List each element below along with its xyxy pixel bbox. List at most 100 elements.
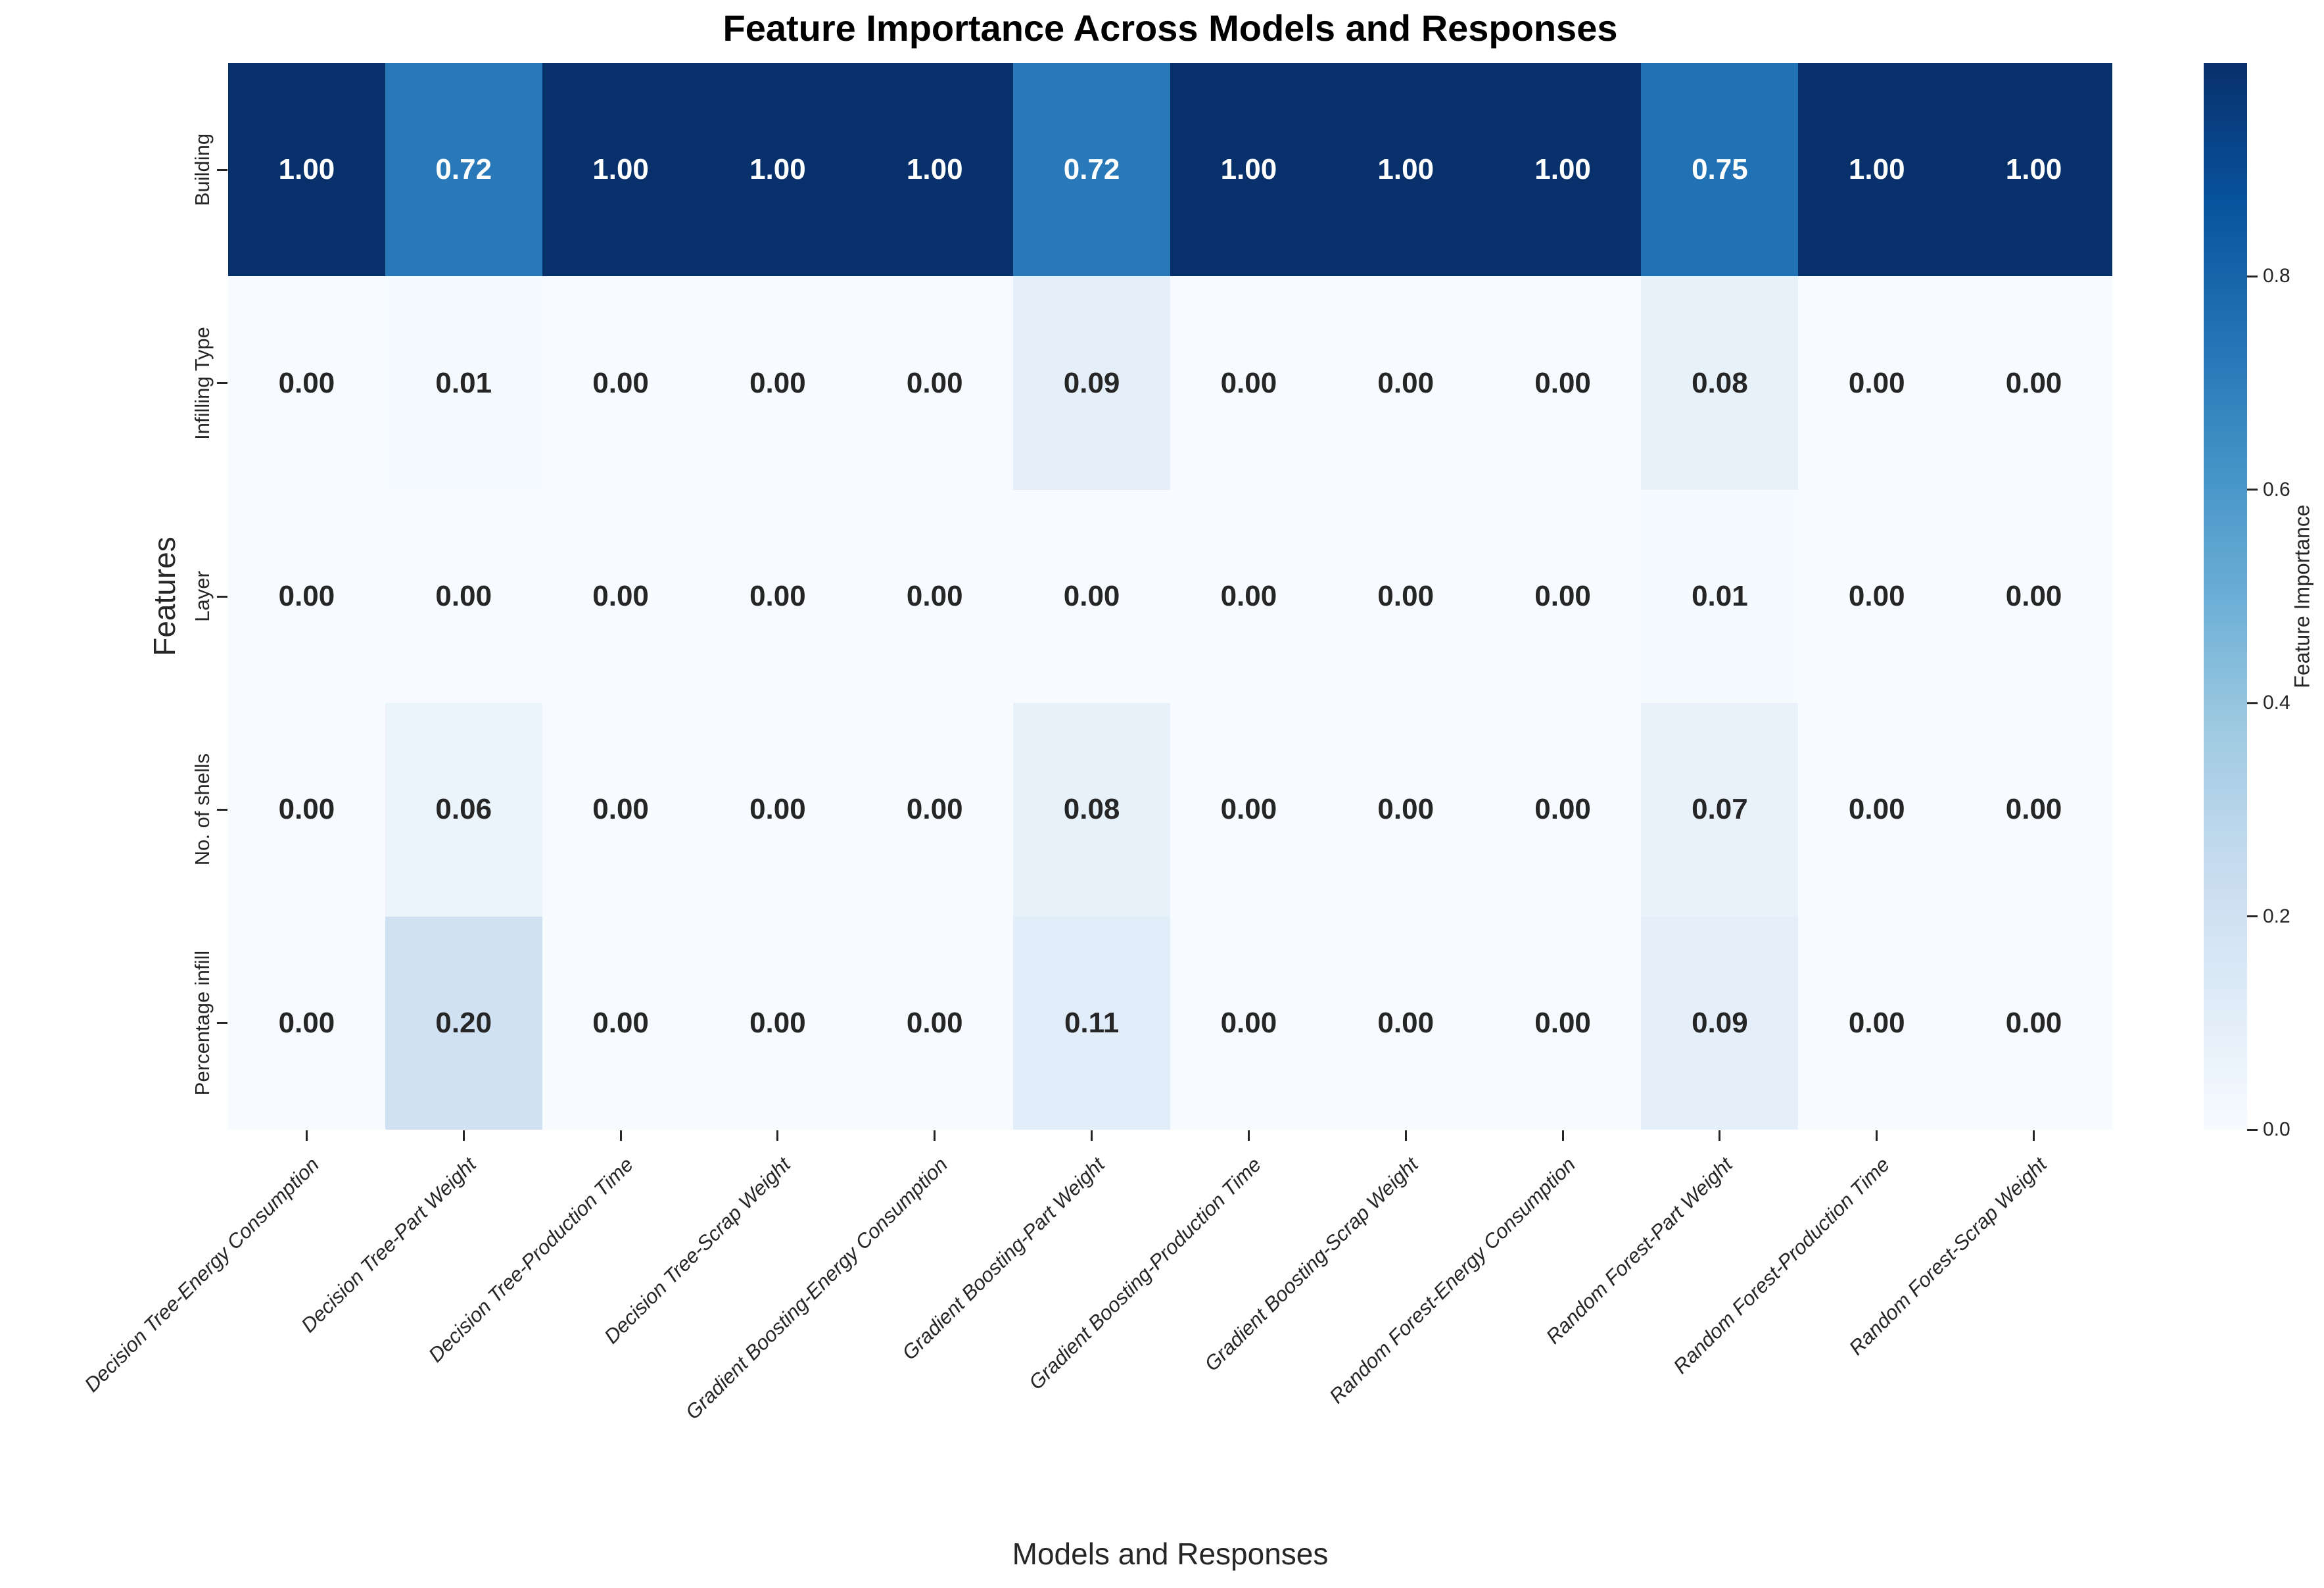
colorbar-tick-label: 0.6	[2263, 478, 2290, 500]
heatmap-cell: 1.00	[699, 63, 857, 277]
heatmap-cell: 0.00	[856, 489, 1014, 704]
colorbar-tick-mark	[2247, 275, 2258, 277]
heatmap-cell: 0.00	[228, 703, 385, 917]
y-tick-mark	[217, 382, 227, 385]
heatmap-cell: 0.00	[1327, 916, 1484, 1130]
heatmap-cell: 0.00	[699, 916, 857, 1130]
heatmap-cell: 0.00	[1484, 489, 1642, 704]
heatmap-cell: 1.00	[1798, 63, 1956, 277]
heatmap-grid: 1.00 0.72 1.00 1.00 1.00 0.72 1.00 1.00 1.00 0.75…	[228, 63, 2112, 1130]
colorbar-label: Feature Importance	[2290, 504, 2314, 688]
heatmap-cell: 0.00	[542, 916, 700, 1130]
y-tick-label: Infilling Type	[191, 326, 214, 440]
x-tick-label: Gradient Boosting-Energy Consumption	[680, 1153, 952, 1424]
heatmap-cell: 1.00	[1170, 63, 1327, 277]
x-tick-mark	[1247, 1130, 1250, 1141]
heatmap-cell: 1.00	[1955, 63, 2112, 277]
x-tick-mark	[776, 1130, 779, 1141]
heatmap-cell: 0.72	[385, 63, 542, 277]
chart-title: Feature Importance Across Models and Res…	[723, 7, 1618, 49]
heatmap-cell: 0.00	[699, 703, 857, 917]
x-tick-label: Decision Tree-Scrap Weight	[600, 1153, 795, 1349]
heatmap-cell: 0.00	[228, 916, 385, 1130]
y-tick-label: Layer	[191, 571, 214, 622]
heatmap-cell: 0.01	[1641, 489, 1799, 704]
colorbar-tick-mark	[2247, 702, 2258, 704]
colorbar-tick-label: 0.4	[2263, 692, 2290, 714]
heatmap-cell: 0.09	[1013, 276, 1170, 490]
heatmap-cell: 0.00	[1955, 703, 2112, 917]
heatmap-cell: 0.00	[1327, 489, 1484, 704]
heatmap-cell: 0.00	[699, 489, 857, 704]
colorbar-tick-mark	[2247, 489, 2258, 491]
heatmap-cell: 0.00	[228, 489, 385, 704]
heatmap-cell: 0.00	[1327, 703, 1484, 917]
x-tick-mark	[305, 1130, 308, 1141]
x-tick-mark	[462, 1130, 465, 1141]
heatmap-cell: 0.75	[1641, 63, 1799, 277]
x-tick-mark	[1719, 1130, 1721, 1141]
heatmap-cell: 0.11	[1013, 916, 1170, 1130]
y-tick-mark	[217, 808, 227, 811]
heatmap-cell: 0.00	[1484, 703, 1642, 917]
y-tick-label: No. of shells	[191, 754, 214, 866]
heatmap-cell: 0.00	[1955, 489, 2112, 704]
heatmap-cell: 0.07	[1641, 703, 1799, 917]
colorbar-tick-mark	[2247, 915, 2258, 918]
x-tick-label: Decision Tree-Energy Consumption	[80, 1153, 324, 1397]
heatmap-cell: 0.00	[1798, 489, 1956, 704]
heatmap-cell: 0.08	[1013, 703, 1170, 917]
heatmap-cell: 0.00	[1013, 489, 1170, 704]
heatmap-cell: 0.00	[1955, 916, 2112, 1130]
heatmap-cell: 1.00	[228, 63, 385, 277]
heatmap-cell: 1.00	[542, 63, 700, 277]
x-tick-mark	[1561, 1130, 1564, 1141]
x-tick-label: Decision Tree-Part Weight	[296, 1153, 481, 1337]
heatmap-cell: 0.20	[385, 916, 542, 1130]
x-tick-mark	[2033, 1130, 2035, 1141]
y-axis-label: Features	[147, 537, 181, 656]
heatmap-cell: 1.00	[1327, 63, 1484, 277]
colorbar-tick-label: 0.0	[2263, 1119, 2290, 1140]
heatmap-cell: 1.00	[856, 63, 1014, 277]
x-tick-label: Random Forest-Part Weight	[1541, 1153, 1737, 1349]
heatmap-cell: 0.00	[1955, 276, 2112, 490]
heatmap-cell: 0.00	[1798, 276, 1956, 490]
heatmap-cell: 0.00	[1484, 276, 1642, 490]
x-tick-mark	[1404, 1130, 1407, 1141]
heatmap-cell: 0.00	[542, 489, 700, 704]
x-tick-mark	[1091, 1130, 1093, 1141]
heatmap-cell: 0.00	[228, 276, 385, 490]
x-tick-label: Random Forest-Energy Consumption	[1325, 1153, 1580, 1408]
y-tick-mark	[217, 168, 227, 171]
colorbar-tick-label: 0.8	[2263, 265, 2290, 287]
heatmap-cell: 0.00	[856, 276, 1014, 490]
y-tick-label: Building	[191, 133, 214, 206]
heatmap-cell: 0.00	[856, 916, 1014, 1130]
x-tick-mark	[1876, 1130, 1878, 1141]
heatmap-cell: 0.00	[1170, 489, 1327, 704]
colorbar-tick-label: 0.2	[2263, 905, 2290, 927]
x-tick-mark	[934, 1130, 936, 1141]
heatmap-cell: 0.00	[1170, 276, 1327, 490]
heatmap-cell: 0.00	[385, 489, 542, 704]
y-tick-label: Percentage infill	[191, 950, 214, 1096]
heatmap-cell: 0.00	[1170, 703, 1327, 917]
heatmap-cell: 0.06	[385, 703, 542, 917]
heatmap-cell: 0.00	[542, 276, 700, 490]
y-tick-mark	[217, 1022, 227, 1024]
x-tick-mark	[619, 1130, 622, 1141]
heatmap-cell: 0.00	[1484, 916, 1642, 1130]
heatmap-cell: 1.00	[1484, 63, 1642, 277]
heatmap-cell: 0.00	[1798, 916, 1956, 1130]
colorbar-tick-mark	[2247, 1128, 2258, 1131]
heatmap-cell: 0.08	[1641, 276, 1799, 490]
heatmap-cell: 0.00	[699, 276, 857, 490]
heatmap-cell: 0.00	[856, 703, 1014, 917]
heatmap-cell: 0.72	[1013, 63, 1170, 277]
heatmap-cell: 0.00	[1327, 276, 1484, 490]
heatmap-cell: 0.00	[1170, 916, 1327, 1130]
x-axis-label: Models and Responses	[1012, 1537, 1329, 1571]
colorbar	[2204, 63, 2247, 1130]
